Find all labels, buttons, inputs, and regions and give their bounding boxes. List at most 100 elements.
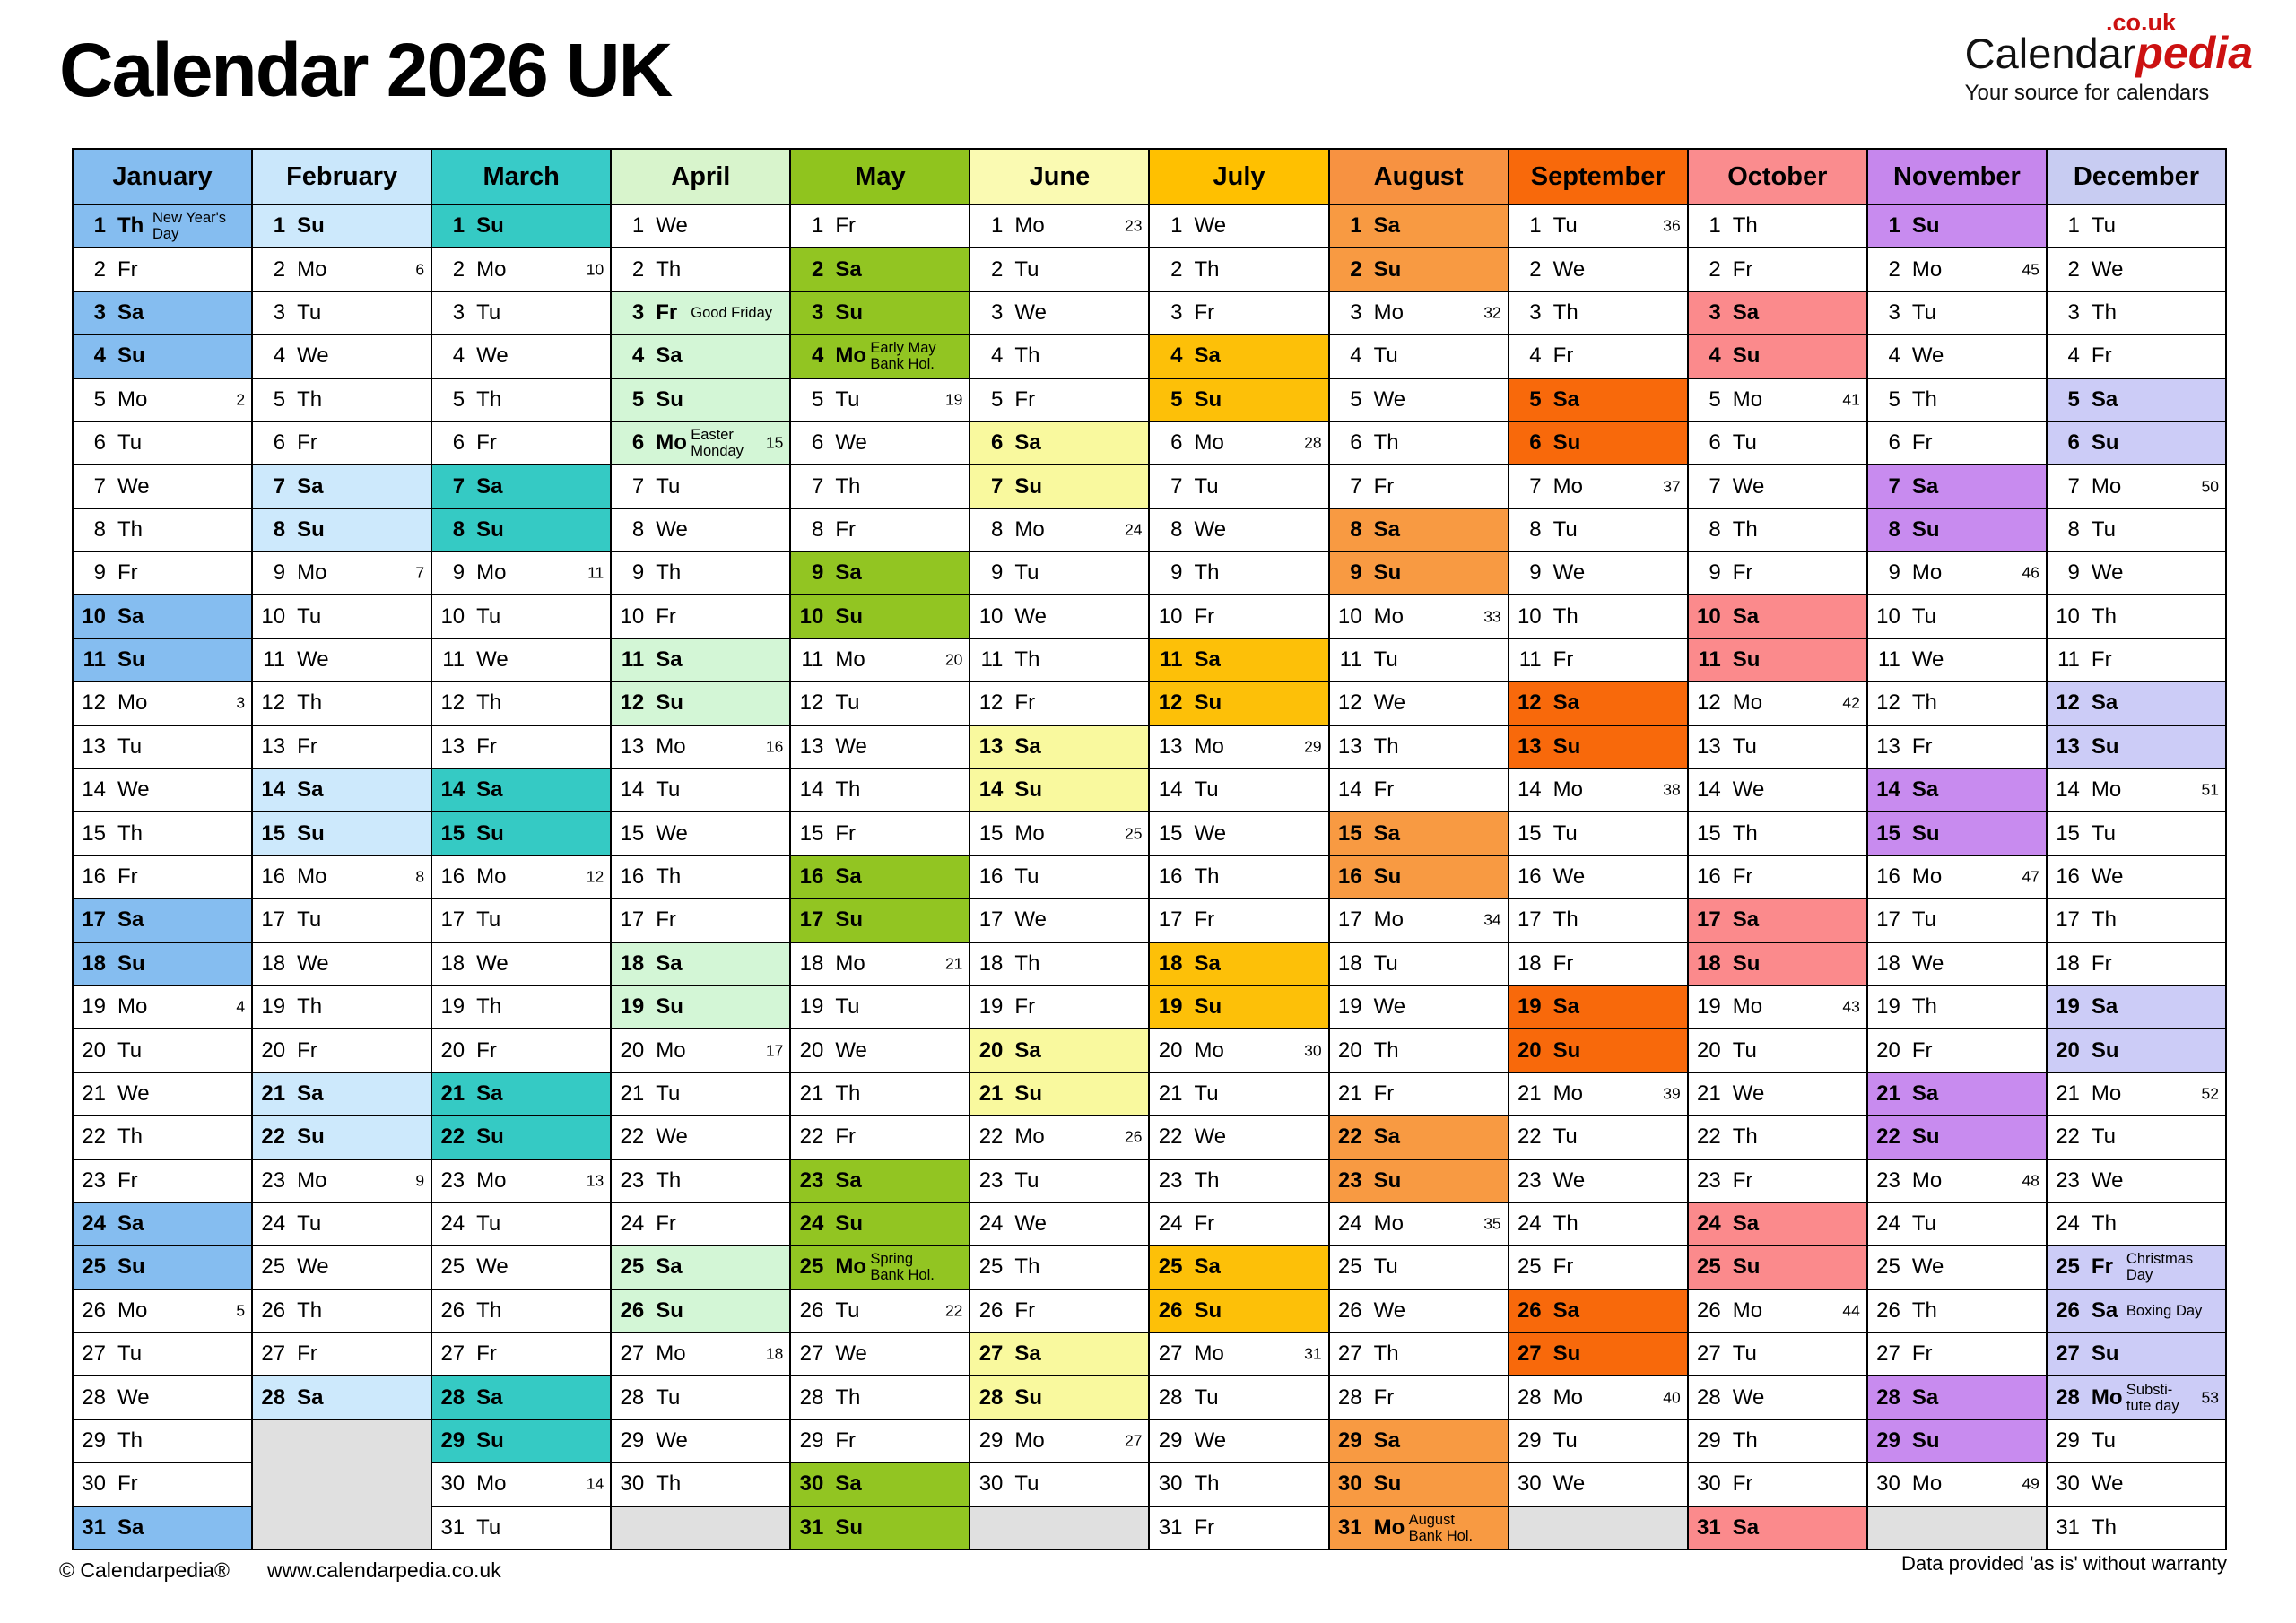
weekday-abbrev: Fr — [117, 1167, 138, 1193]
day-number: 18 — [1337, 950, 1362, 976]
day-number: 5 — [93, 386, 106, 412]
weekday-abbrev: We — [1911, 647, 1944, 673]
weekday-abbrev: Fr — [1552, 343, 1574, 369]
weekday-abbrev: Su — [297, 516, 325, 542]
weekday-abbrev: Fr — [117, 560, 138, 586]
day-number: 25 — [1697, 1254, 1721, 1280]
day-number: 6 — [452, 430, 465, 456]
weekday-abbrev: Fr — [297, 733, 317, 759]
day-cell-december-17: 17 Th — [2047, 899, 2225, 942]
week-number: 46 — [2022, 563, 2039, 582]
day-cell-march-10: 10 Tu — [432, 595, 611, 638]
footer-copyright: © Calendarpedia® www.calendarpedia.co.uk — [59, 1558, 501, 1583]
day-cell-january-2: 2 Fr — [74, 248, 252, 291]
day-number: 11 — [1877, 647, 1900, 673]
day-cell-july-28: 28 Tu — [1150, 1376, 1328, 1419]
day-number: 21 — [1337, 1081, 1362, 1106]
day-number: 31 — [1697, 1515, 1721, 1540]
day-cell-january-3: 3 Sa — [74, 291, 252, 334]
day-cell-december-26: 26 Sa Boxing Day — [2047, 1289, 2225, 1332]
day-cell-february-18: 18 We — [253, 942, 431, 985]
week-number: 27 — [1125, 1431, 1143, 1450]
day-cell-march-20: 20 Fr — [432, 1029, 611, 1072]
day-cell-july-17: 17 Fr — [1150, 899, 1328, 942]
day-number: 19 — [1337, 994, 1362, 1020]
weekday-abbrev: Sa — [117, 1515, 144, 1540]
weekday-abbrev: Sa — [117, 1211, 144, 1237]
day-cell-november-12: 12 Th — [1867, 682, 2046, 725]
day-cell-october-14: 14 We — [1688, 769, 1866, 812]
weekday-abbrev: We — [1194, 820, 1227, 846]
day-cell-february-9: 9 Mo 7 — [253, 552, 431, 595]
day-number: 14 — [1337, 777, 1362, 803]
month-header-october: October — [1688, 150, 1866, 204]
day-number: 5 — [1888, 386, 1900, 412]
weekday-abbrev: Th — [835, 1081, 861, 1106]
day-number: 5 — [273, 386, 286, 412]
day-cell-february-27: 27 Fr — [253, 1333, 431, 1376]
day-cell-december-29: 29 Tu — [2047, 1419, 2225, 1462]
page-title: Calendar 2026 UK — [59, 28, 673, 112]
weekday-abbrev: Sa — [835, 864, 862, 889]
day-number: 11 — [2057, 647, 2080, 673]
day-number: 3 — [1888, 299, 1900, 325]
week-number: 31 — [1304, 1344, 1322, 1363]
copyright-text: © Calendarpedia® — [59, 1558, 230, 1582]
day-number: 21 — [1158, 1081, 1183, 1106]
day-cell-may-29: 29 Fr — [791, 1419, 970, 1462]
day-number: 9 — [273, 560, 286, 586]
day-cell-december-20: 20 Su — [2047, 1029, 2225, 1072]
day-cell-april-24: 24 Fr — [612, 1202, 790, 1245]
weekday-abbrev: Th — [835, 777, 861, 803]
day-number: 1 — [2067, 213, 2080, 239]
day-cell-august-13: 13 Th — [1329, 725, 1508, 768]
week-number: 26 — [1125, 1127, 1143, 1146]
day-cell-october-6: 6 Tu — [1688, 421, 1866, 464]
day-cell-march-4: 4 We — [432, 335, 611, 378]
day-number: 8 — [93, 516, 106, 542]
day-cell-september-10: 10 Th — [1509, 595, 1687, 638]
day-number: 23 — [620, 1167, 645, 1193]
day-number: 5 — [991, 386, 1004, 412]
weekday-abbrev: Fr — [1194, 1515, 1215, 1540]
weekday-abbrev: Th — [1194, 560, 1220, 586]
footer-url[interactable]: www.calendarpedia.co.uk — [266, 1558, 501, 1582]
day-cell-march-25: 25 We — [432, 1246, 611, 1289]
weekday-abbrev: Sa — [1014, 733, 1041, 759]
day-cell-may-27: 27 We — [791, 1333, 970, 1376]
weekday-abbrev: Tu — [1373, 1254, 1398, 1280]
weekday-abbrev: We — [2091, 560, 2124, 586]
day-cell-march-23: 23 Mo 13 — [432, 1159, 611, 1202]
day-cell-december-23: 23 We — [2047, 1159, 2225, 1202]
day-number: 11 — [801, 647, 824, 673]
day-cell-february-11: 11 We — [253, 638, 431, 681]
weekday-abbrev: Tu — [1014, 560, 1039, 586]
calendarpedia-logo[interactable]: .co.uk Calendarpedia Your source for cal… — [1965, 11, 2253, 106]
day-number: 24 — [1517, 1211, 1542, 1237]
weekday-abbrev: Tu — [1552, 1124, 1578, 1150]
day-number: 7 — [811, 473, 824, 499]
weekday-abbrev: Sa — [1552, 690, 1580, 716]
day-cell-april-20: 20 Mo 17 — [612, 1029, 790, 1072]
weekday-abbrev: Mo — [1373, 907, 1404, 933]
weekday-abbrev: Mo — [2091, 1384, 2123, 1410]
weekday-abbrev: We — [1373, 1298, 1406, 1323]
logo-wordmark: .co.uk Calendarpedia — [1965, 11, 2253, 76]
day-cell-september-13: 13 Su — [1509, 725, 1687, 768]
day-number: 18 — [1876, 950, 1900, 976]
day-number: 1 — [1888, 213, 1900, 239]
day-number: 22 — [2056, 1124, 2080, 1150]
week-number: 30 — [1304, 1041, 1322, 1060]
day-cell-february-1: 1 Su — [253, 205, 431, 247]
day-cell-april-23: 23 Th — [612, 1159, 790, 1202]
day-number: 12 — [261, 690, 286, 716]
day-number: 22 — [1158, 1124, 1183, 1150]
day-cell-january-13: 13 Tu — [74, 725, 252, 768]
day-number: 6 — [811, 430, 824, 456]
weekday-abbrev: Fr — [1732, 560, 1753, 586]
day-cell-july-13: 13 Mo 29 — [1150, 725, 1328, 768]
day-number: 20 — [1158, 1037, 1183, 1063]
day-number: 2 — [631, 256, 645, 282]
day-cell-october-12: 12 Mo 42 — [1688, 682, 1866, 725]
weekday-abbrev: Sa — [1373, 820, 1400, 846]
